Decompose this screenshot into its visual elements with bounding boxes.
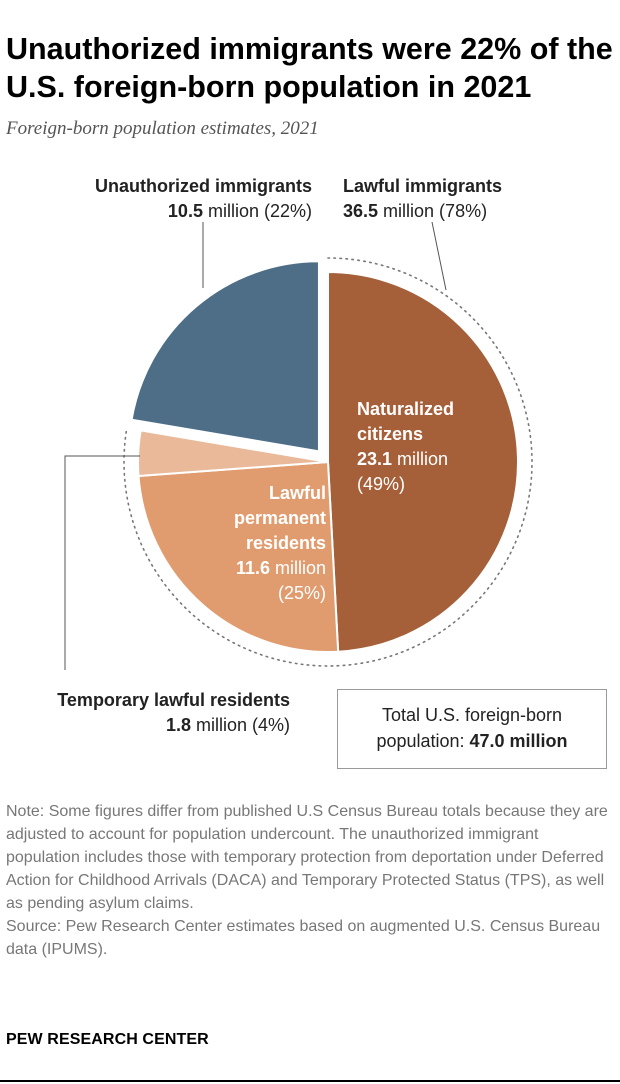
label-lawful-title: Lawful immigrants bbox=[343, 176, 503, 196]
label-lawful: Lawful immigrants 36.5 million (78%) bbox=[343, 174, 603, 224]
label-temporary-title: Temporary lawful residents bbox=[57, 690, 290, 710]
label-temporary: Temporary lawful residents 1.8 million (… bbox=[0, 688, 290, 738]
total-line1: Total U.S. foreign-born bbox=[381, 705, 563, 725]
label-naturalized-value: 23.1 bbox=[357, 449, 393, 469]
label-unauthorized-rest: million (22%) bbox=[202, 201, 312, 221]
label-temporary-value: 1.8 bbox=[165, 715, 191, 735]
brand-label: PEW RESEARCH CENTER bbox=[6, 1031, 209, 1048]
label-lpr-value: 11.6 bbox=[235, 558, 270, 578]
label-lawful-value: 36.5 bbox=[343, 201, 379, 221]
label-naturalized-unit: million bbox=[392, 449, 449, 469]
label-unauthorized-title: Unauthorized immigrants bbox=[94, 176, 312, 196]
label-lpr-line1: Lawful bbox=[269, 483, 326, 503]
total-line2-value: 47.0 million bbox=[469, 731, 568, 751]
label-naturalized: Naturalized citizens 23.1 million (49%) bbox=[357, 397, 507, 497]
note-block: Note: Some figures differ from published… bbox=[6, 800, 616, 961]
label-lpr-percent: (25%) bbox=[277, 583, 326, 603]
leader-temporary bbox=[64, 455, 140, 670]
total-line2-prefix: population: bbox=[376, 731, 470, 751]
label-naturalized-percent: (49%) bbox=[357, 474, 406, 494]
slice-lawful-permanent bbox=[137, 460, 340, 653]
label-unauthorized: Unauthorized immigrants 10.5 million (22… bbox=[40, 174, 312, 224]
label-naturalized-line1: Naturalized bbox=[357, 399, 455, 419]
slice-unauthorized bbox=[130, 260, 320, 453]
chart-title: Unauthorized immigrants were 22% of the … bbox=[6, 32, 613, 104]
note-text: Note: Some figures differ from published… bbox=[6, 803, 608, 912]
label-lpr: Lawful permanent residents 11.6 million … bbox=[176, 481, 326, 606]
lawful-group-outline bbox=[123, 257, 533, 667]
bottom-rule bbox=[0, 1080, 620, 1082]
pie-svg bbox=[64, 221, 533, 670]
pie-chart: Unauthorized immigrants 10.5 million (22… bbox=[0, 160, 620, 800]
label-lpr-unit: million bbox=[269, 558, 326, 578]
label-lpr-line3: residents bbox=[245, 533, 326, 553]
chart-subtitle: Foreign-born population estimates, 2021 bbox=[6, 118, 319, 139]
label-lawful-rest: million (78%) bbox=[378, 201, 488, 221]
label-temporary-rest: million (4%) bbox=[190, 715, 290, 735]
slice-temporary bbox=[137, 429, 329, 478]
label-lpr-line2: permanent bbox=[233, 508, 326, 528]
leader-lawful bbox=[431, 221, 447, 291]
total-box: Total U.S. foreign-born population: 47.0… bbox=[337, 689, 607, 769]
source-text: Source: Pew Research Center estimates ba… bbox=[6, 918, 601, 958]
label-unauthorized-value: 10.5 bbox=[167, 201, 203, 221]
label-naturalized-line2: citizens bbox=[357, 424, 424, 444]
slice-naturalized bbox=[327, 270, 519, 653]
